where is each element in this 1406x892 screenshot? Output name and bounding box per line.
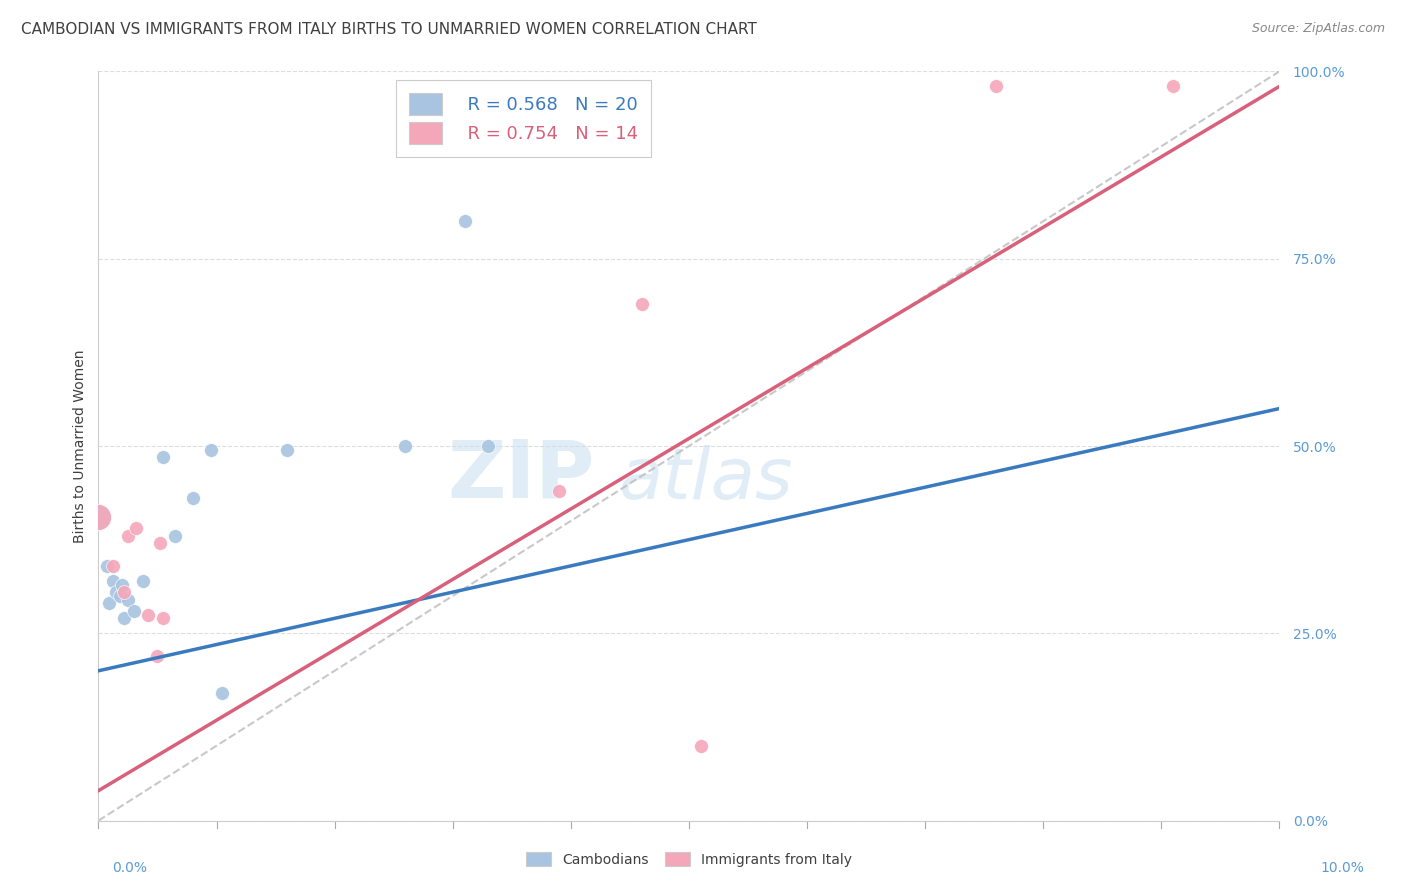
Point [136, 607, 159, 622]
Point [152, 450, 174, 465]
Text: Source: ZipAtlas.com: Source: ZipAtlas.com [1251, 22, 1385, 36]
Point [87, 510, 110, 524]
Point [200, 442, 222, 457]
Point [111, 577, 134, 591]
Point [112, 611, 135, 625]
Point [149, 536, 172, 550]
Text: ZIP: ZIP [447, 437, 595, 515]
Point [101, 574, 124, 588]
Point [108, 589, 131, 603]
Point [112, 585, 135, 599]
Point [165, 529, 187, 543]
Point [125, 521, 148, 535]
Point [394, 439, 416, 453]
Point [87, 510, 110, 524]
Point [132, 574, 155, 588]
Point [211, 686, 233, 700]
Text: 10.0%: 10.0% [1320, 861, 1364, 875]
Point [105, 585, 128, 599]
Y-axis label: Births to Unmarried Women: Births to Unmarried Women [73, 350, 87, 542]
Point [984, 79, 1007, 94]
Point [117, 529, 139, 543]
Point [276, 442, 298, 457]
Point [453, 214, 475, 228]
Point [122, 604, 145, 618]
Text: 0.0%: 0.0% [112, 861, 148, 875]
Point [477, 439, 499, 453]
Point [152, 611, 174, 625]
Point [630, 296, 652, 310]
Legend: Cambodians, Immigrants from Italy: Cambodians, Immigrants from Italy [519, 845, 859, 873]
Point [101, 558, 124, 573]
Point [1161, 79, 1184, 94]
Point [146, 648, 169, 663]
Text: CAMBODIAN VS IMMIGRANTS FROM ITALY BIRTHS TO UNMARRIED WOMEN CORRELATION CHART: CAMBODIAN VS IMMIGRANTS FROM ITALY BIRTH… [21, 22, 756, 37]
Point [96, 558, 118, 573]
Point [98, 596, 121, 610]
Point [689, 739, 711, 753]
Point [181, 491, 204, 506]
Point [548, 483, 571, 498]
Point [117, 592, 139, 607]
Text: atlas: atlas [619, 445, 793, 514]
